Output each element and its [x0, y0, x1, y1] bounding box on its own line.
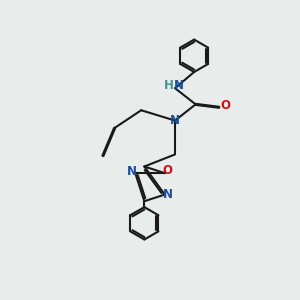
Text: N: N	[170, 114, 180, 127]
Text: N: N	[174, 79, 184, 92]
Text: N: N	[163, 188, 173, 201]
Text: H: H	[164, 79, 173, 92]
Text: O: O	[221, 99, 231, 112]
Text: N: N	[127, 165, 137, 178]
Text: O: O	[162, 164, 172, 177]
